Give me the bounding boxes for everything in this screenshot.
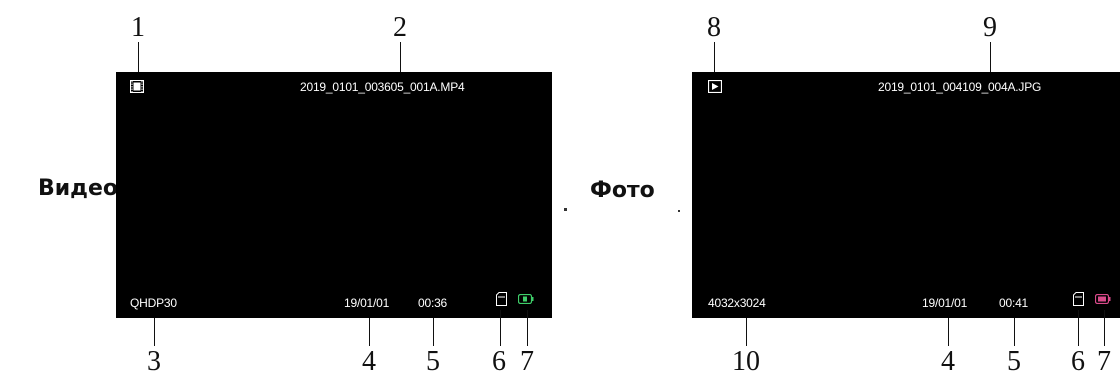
film-icon: [130, 80, 144, 93]
battery-icon: [518, 294, 534, 304]
photo-time: 00:41: [999, 296, 1028, 310]
sd-card-icon: [496, 292, 507, 306]
stray-dot: [564, 208, 567, 211]
video-resolution: QHDP30: [130, 296, 177, 310]
callout-4-line: [369, 318, 370, 346]
callout-6-line: [1078, 310, 1079, 346]
play-icon: [708, 80, 722, 93]
stray-dot: [678, 210, 680, 212]
video-panel-label: Видео: [38, 176, 118, 201]
video-time: 00:36: [418, 296, 447, 310]
video-date: 19/01/01: [344, 296, 389, 310]
callout-5-line: [1014, 318, 1015, 346]
callout-1-line: [138, 42, 139, 72]
callout-6: 6: [1066, 348, 1090, 376]
callout-5: 5: [421, 348, 445, 376]
callout-9: 9: [978, 14, 1002, 42]
callout-9-line: [990, 42, 991, 72]
callout-10-line: [746, 318, 747, 346]
callout-2-line: [400, 42, 401, 72]
callout-7-line: [1104, 310, 1105, 346]
callout-4: 4: [357, 348, 381, 376]
sd-card-icon: [1073, 292, 1084, 306]
callout-10: 10: [728, 348, 764, 376]
callout-2: 2: [388, 14, 412, 42]
callout-4-line: [948, 318, 949, 346]
photo-panel-label: Фото: [590, 178, 655, 203]
photo-date: 19/01/01: [922, 296, 967, 310]
photo-resolution: 4032x3024: [708, 296, 766, 310]
photo-screen: 2019_0101_004109_004A.JPG 4032x3024 19/0…: [692, 72, 1120, 318]
callout-6: 6: [487, 348, 511, 376]
video-filename: 2019_0101_003605_001A.MP4: [300, 80, 465, 94]
callout-1: 1: [126, 14, 150, 42]
photo-filename: 2019_0101_004109_004A.JPG: [878, 80, 1041, 94]
battery-icon: [1095, 294, 1111, 304]
callout-7-line: [527, 310, 528, 346]
callout-5-line: [433, 318, 434, 346]
callout-7: 7: [1092, 348, 1116, 376]
callout-4: 4: [936, 348, 960, 376]
callout-8: 8: [702, 14, 726, 42]
callout-3-line: [154, 318, 155, 346]
video-screen: 2019_0101_003605_001A.MP4 QHDP30 19/01/0…: [116, 72, 552, 318]
callout-8-line: [714, 42, 715, 72]
callout-3: 3: [142, 348, 166, 376]
callout-5: 5: [1002, 348, 1026, 376]
callout-6-line: [500, 310, 501, 346]
callout-7: 7: [515, 348, 539, 376]
